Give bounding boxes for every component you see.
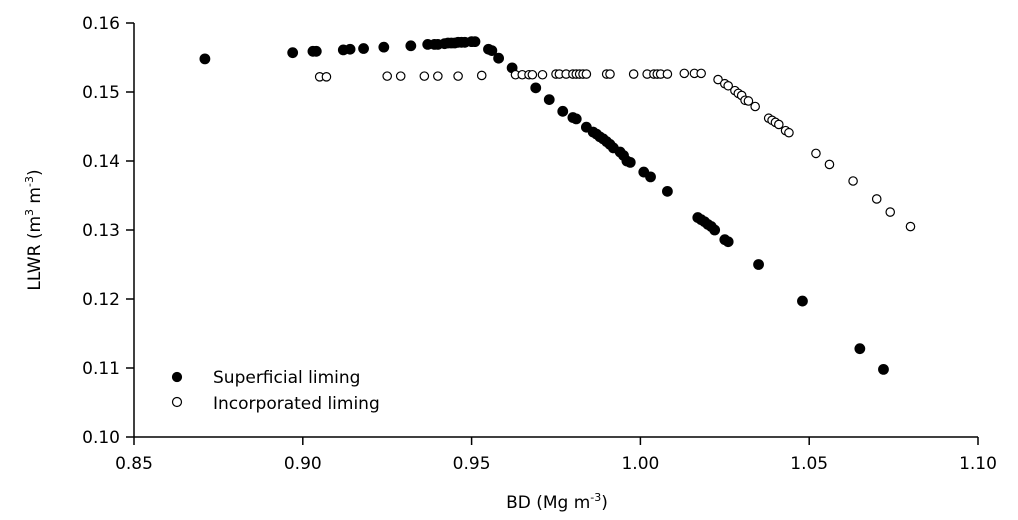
point-superficial — [405, 40, 417, 52]
point-incorporated — [628, 69, 639, 79]
y-axis-title-sup1: 3 — [23, 209, 36, 216]
point-incorporated — [395, 71, 406, 81]
point-superficial — [199, 53, 211, 65]
point-superficial — [645, 171, 656, 183]
point-incorporated — [537, 69, 548, 80]
point-incorporated — [885, 207, 896, 217]
point-superficial — [722, 236, 734, 248]
y-tick-label: 0.13 — [82, 221, 120, 241]
x-tick-label: 0.90 — [284, 454, 322, 474]
x-tick-label: 1.00 — [621, 454, 659, 474]
point-superficial — [378, 41, 390, 53]
point-superficial — [344, 43, 356, 55]
point-incorporated — [774, 119, 784, 130]
legend: Superficial liming Incorporated liming — [171, 368, 380, 414]
point-superficial — [624, 156, 636, 168]
y-axis-title-mid: m — [25, 187, 45, 209]
point-superficial — [493, 52, 505, 64]
y-tick-label: 0.16 — [82, 14, 120, 34]
point-incorporated — [750, 101, 760, 112]
point-incorporated — [824, 159, 835, 170]
point-incorporated — [382, 71, 392, 81]
point-incorporated — [679, 68, 690, 79]
point-incorporated — [321, 72, 332, 82]
point-superficial — [557, 105, 569, 117]
y-axis-title-text: LLWR (m3 m-3) — [23, 169, 45, 290]
point-superficial — [854, 343, 866, 355]
y-tick-label: 0.15 — [82, 83, 120, 103]
point-superficial — [469, 36, 481, 48]
x-axis-title-main: BD (Mg m — [506, 493, 590, 513]
x-tick-label: 0.95 — [453, 454, 491, 474]
axes: 0.10 0.11 0.12 0.13 0.14 0.15 0.16 0.85 0.90 0.95… — [82, 14, 997, 474]
y-axis-title-close: ) — [25, 169, 45, 176]
point-incorporated — [713, 74, 723, 85]
legend-label-superficial: Superficial liming — [213, 368, 360, 388]
x-tick-label: 1.05 — [790, 454, 828, 474]
y-tick-label: 0.12 — [82, 290, 120, 310]
point-incorporated — [476, 70, 487, 81]
point-superficial — [662, 185, 673, 197]
point-superficial — [287, 47, 299, 59]
point-incorporated — [419, 71, 430, 81]
legend-marker-incorporated — [171, 396, 183, 408]
x-axis-title-sup: -3 — [590, 491, 601, 504]
point-superficial — [753, 259, 764, 270]
point-superficial — [797, 295, 808, 307]
x-tick-label: 0.85 — [115, 454, 153, 474]
point-incorporated — [527, 69, 538, 80]
y-tick-label: 0.11 — [82, 359, 120, 379]
x-axis-title-close: ) — [601, 493, 608, 513]
point-incorporated — [433, 71, 443, 81]
point-incorporated — [848, 176, 858, 186]
point-incorporated — [723, 80, 733, 91]
legend-label-incorporated: Incorporated liming — [213, 394, 380, 414]
point-incorporated — [784, 127, 794, 138]
x-tick-label: 1.10 — [959, 454, 997, 474]
point-superficial — [310, 45, 322, 57]
point-incorporated — [871, 194, 882, 204]
point-incorporated — [905, 221, 916, 232]
point-superficial — [570, 113, 582, 125]
y-axis-title-sup2: -3 — [23, 176, 36, 187]
y-axis-title-main: LLWR (m — [25, 216, 45, 291]
y-tick-label: 0.14 — [82, 152, 120, 172]
point-incorporated — [696, 68, 706, 79]
point-superficial — [486, 45, 498, 56]
data-points — [199, 36, 916, 375]
x-axis-title-text: BD (Mg m-3) — [506, 491, 608, 513]
point-incorporated — [581, 69, 592, 79]
point-incorporated — [453, 71, 463, 81]
point-incorporated — [811, 148, 821, 159]
point-superficial — [709, 224, 721, 236]
point-incorporated — [662, 69, 673, 79]
point-superficial — [358, 43, 369, 54]
legend-marker-superficial — [171, 371, 183, 383]
point-superficial — [543, 94, 555, 105]
point-superficial — [530, 82, 542, 94]
y-tick-label: 0.10 — [82, 428, 120, 448]
y-axis-title: LLWR (m3 m-3) — [23, 169, 45, 290]
x-axis-title: BD (Mg m-3) — [506, 491, 608, 513]
point-incorporated — [743, 96, 754, 106]
point-incorporated — [605, 69, 615, 79]
point-superficial — [878, 363, 889, 375]
